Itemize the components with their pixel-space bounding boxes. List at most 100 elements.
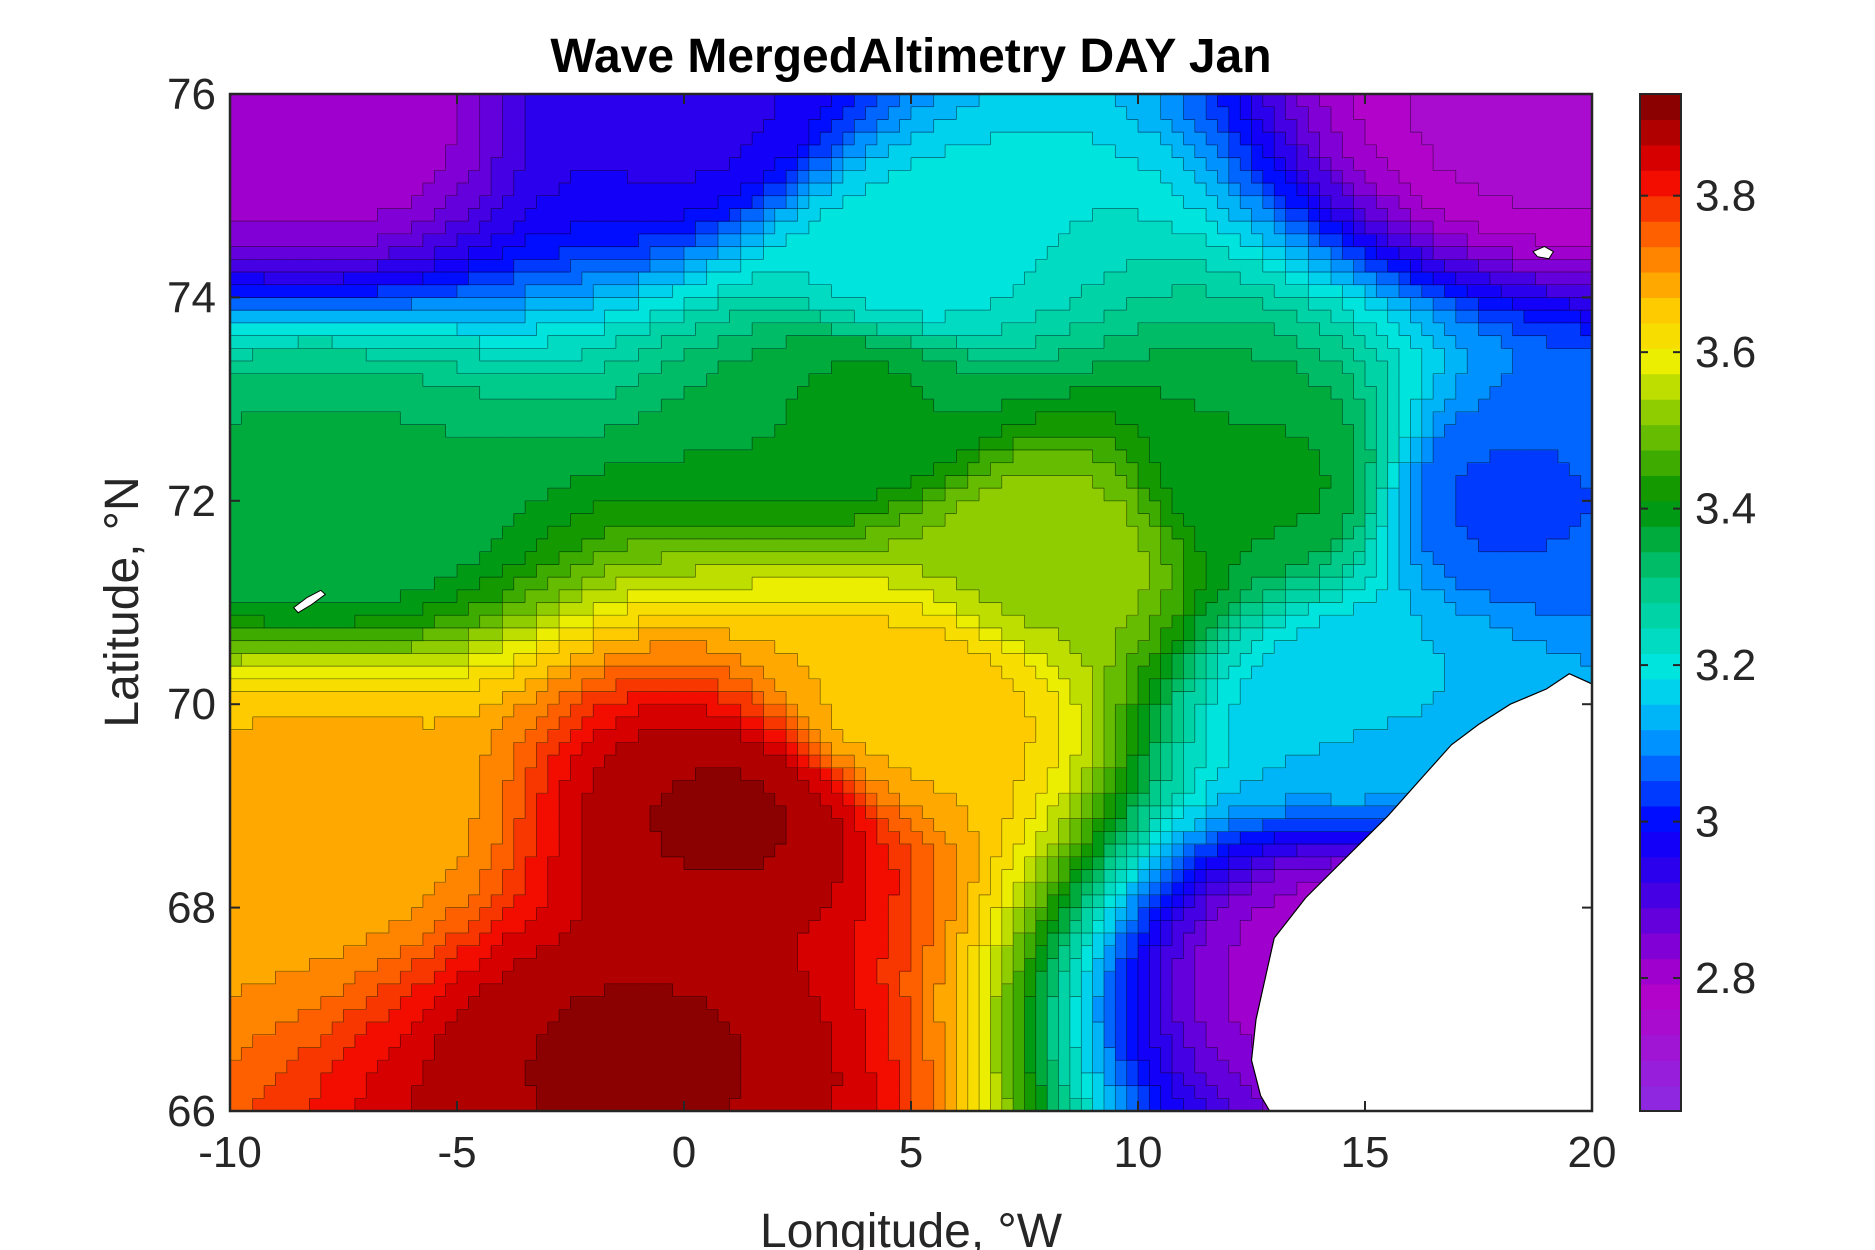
contour-cell bbox=[1240, 602, 1253, 616]
contour-cell bbox=[1262, 869, 1275, 883]
contour-cell bbox=[763, 1072, 776, 1087]
contour-cell bbox=[468, 1098, 481, 1111]
contour-cell bbox=[706, 831, 719, 845]
contour-cell bbox=[831, 678, 844, 693]
contour-cell bbox=[911, 691, 923, 705]
contour-cell bbox=[1353, 615, 1366, 629]
contour-cell bbox=[627, 627, 640, 642]
contour-cell bbox=[899, 602, 912, 616]
contour-cell bbox=[774, 920, 787, 934]
contour-cell bbox=[911, 958, 923, 972]
contour-cell bbox=[1013, 996, 1026, 1010]
contour-cell bbox=[252, 1072, 265, 1087]
contour-cell bbox=[559, 678, 572, 693]
contour-cell bbox=[831, 691, 844, 705]
contour-cell bbox=[354, 678, 367, 693]
contour-cell bbox=[1308, 716, 1321, 731]
contour-cell bbox=[672, 577, 685, 591]
contour-cell bbox=[445, 971, 458, 985]
contour-cell bbox=[1013, 1047, 1026, 1061]
contour-cell bbox=[1228, 691, 1241, 705]
contour-cell bbox=[468, 831, 481, 845]
contour-cell bbox=[275, 716, 288, 731]
contour-cell bbox=[502, 1047, 515, 1061]
contour-cell bbox=[1115, 920, 1128, 934]
contour-cell bbox=[979, 780, 992, 794]
contour-cell bbox=[1501, 615, 1514, 629]
contour-cell bbox=[400, 602, 413, 616]
contour-cell bbox=[1194, 920, 1207, 934]
contour-cell bbox=[1035, 627, 1048, 642]
contour-cell bbox=[1047, 602, 1060, 616]
contour-cell bbox=[1285, 602, 1298, 616]
contour-cell bbox=[1138, 716, 1150, 731]
contour-cell bbox=[854, 831, 867, 845]
contour-cell bbox=[876, 602, 889, 616]
contour-cell bbox=[672, 1098, 685, 1111]
contour-cell bbox=[786, 1060, 799, 1074]
contour-cell bbox=[808, 627, 821, 642]
contour-cell bbox=[343, 589, 356, 604]
contour-cell bbox=[899, 945, 912, 960]
contour-cell bbox=[1251, 894, 1264, 909]
contour-cell bbox=[1365, 627, 1377, 642]
contour-cell bbox=[1535, 602, 1548, 616]
contour-cell bbox=[581, 691, 594, 705]
contour-cell bbox=[1217, 945, 1230, 960]
contour-cell bbox=[332, 653, 345, 667]
contour-cell bbox=[967, 907, 980, 921]
contour-cell bbox=[945, 742, 957, 756]
contour-cell bbox=[933, 678, 946, 693]
contour-cell bbox=[1092, 653, 1105, 667]
contour-cell bbox=[252, 678, 265, 693]
contour-cell bbox=[377, 742, 390, 756]
contour-cell bbox=[445, 1072, 458, 1087]
contour-cell bbox=[638, 755, 651, 769]
contour-cell bbox=[967, 1009, 980, 1023]
contour-cell bbox=[876, 958, 889, 972]
contour-cell bbox=[1103, 882, 1116, 896]
contour-cell bbox=[1081, 716, 1094, 731]
contour-cell bbox=[945, 920, 957, 934]
contour-cell bbox=[1092, 1072, 1105, 1087]
contour-cell bbox=[1376, 640, 1389, 654]
contour-cell bbox=[888, 691, 901, 705]
contour-cell bbox=[570, 653, 583, 667]
contour-cell bbox=[956, 907, 969, 921]
contour-cell bbox=[332, 945, 345, 960]
contour-cell bbox=[479, 729, 492, 743]
contour-cell bbox=[1240, 805, 1253, 820]
contour-cell bbox=[525, 1085, 538, 1099]
contour-cell bbox=[1115, 704, 1128, 718]
contour-cell bbox=[763, 1098, 776, 1111]
contour-cell bbox=[434, 602, 447, 616]
contour-cell bbox=[1115, 882, 1128, 896]
contour-cell bbox=[1149, 882, 1162, 896]
contour-cell bbox=[513, 945, 526, 960]
contour-cell bbox=[1228, 755, 1241, 769]
contour-cell bbox=[1058, 627, 1071, 642]
contour-cell bbox=[354, 653, 367, 667]
contour-cell bbox=[286, 945, 299, 960]
contour-cell bbox=[1126, 869, 1139, 883]
contour-cell bbox=[1228, 742, 1241, 756]
contour-cell bbox=[1115, 716, 1128, 731]
contour-cell bbox=[434, 577, 447, 591]
contour-cell bbox=[1240, 627, 1253, 642]
contour-cell bbox=[377, 1034, 390, 1049]
contour-cell bbox=[230, 907, 242, 921]
contour-cell bbox=[570, 1022, 583, 1036]
contour-cell bbox=[354, 856, 367, 871]
contour-cell bbox=[922, 1085, 935, 1099]
contour-cell bbox=[1308, 589, 1321, 604]
contour-cell bbox=[945, 1009, 957, 1023]
contour-cell bbox=[1115, 1060, 1128, 1074]
contour-cell bbox=[1092, 742, 1105, 756]
contour-cell bbox=[1115, 742, 1128, 756]
contour-cell bbox=[400, 1022, 413, 1036]
contour-cell bbox=[309, 1034, 322, 1049]
contour-cell bbox=[854, 945, 867, 960]
contour-cell bbox=[1149, 856, 1162, 871]
contour-cell bbox=[309, 983, 322, 998]
contour-cell bbox=[1217, 831, 1230, 845]
